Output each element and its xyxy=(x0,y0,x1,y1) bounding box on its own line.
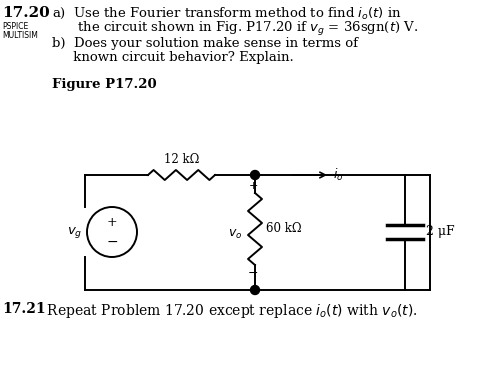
Text: known circuit behavior? Explain.: known circuit behavior? Explain. xyxy=(52,51,294,64)
Text: Repeat Problem 17.20 except replace $i_o(t)$ with $v_o(t)$.: Repeat Problem 17.20 except replace $i_o… xyxy=(38,302,418,320)
Text: −: − xyxy=(106,235,118,249)
Text: 17.20: 17.20 xyxy=(2,6,50,20)
Text: the circuit shown in Fig. P17.20 if $v_g$ = 36sgn($t$) V.: the circuit shown in Fig. P17.20 if $v_g… xyxy=(52,20,418,38)
Text: 12 kΩ: 12 kΩ xyxy=(164,153,199,166)
Text: −: − xyxy=(248,267,258,280)
Text: +: + xyxy=(107,216,117,229)
Text: +: + xyxy=(248,181,258,191)
Text: $i_o$: $i_o$ xyxy=(333,167,343,183)
Text: 60 kΩ: 60 kΩ xyxy=(266,223,301,236)
Text: MULTISIM: MULTISIM xyxy=(2,31,38,40)
Text: 17.21: 17.21 xyxy=(2,302,46,316)
Text: 2 μF: 2 μF xyxy=(426,226,455,238)
Text: a)  Use the Fourier transform method to find $i_o(t)$ in: a) Use the Fourier transform method to f… xyxy=(52,6,402,21)
Text: $v_o$: $v_o$ xyxy=(227,227,242,241)
Circle shape xyxy=(250,170,260,180)
Text: $v_g$: $v_g$ xyxy=(67,224,82,240)
Text: PSPICE: PSPICE xyxy=(2,22,28,31)
Text: Figure P17.20: Figure P17.20 xyxy=(52,78,157,91)
Circle shape xyxy=(250,286,260,294)
Text: b)  Does your solution make sense in terms of: b) Does your solution make sense in term… xyxy=(52,37,358,50)
